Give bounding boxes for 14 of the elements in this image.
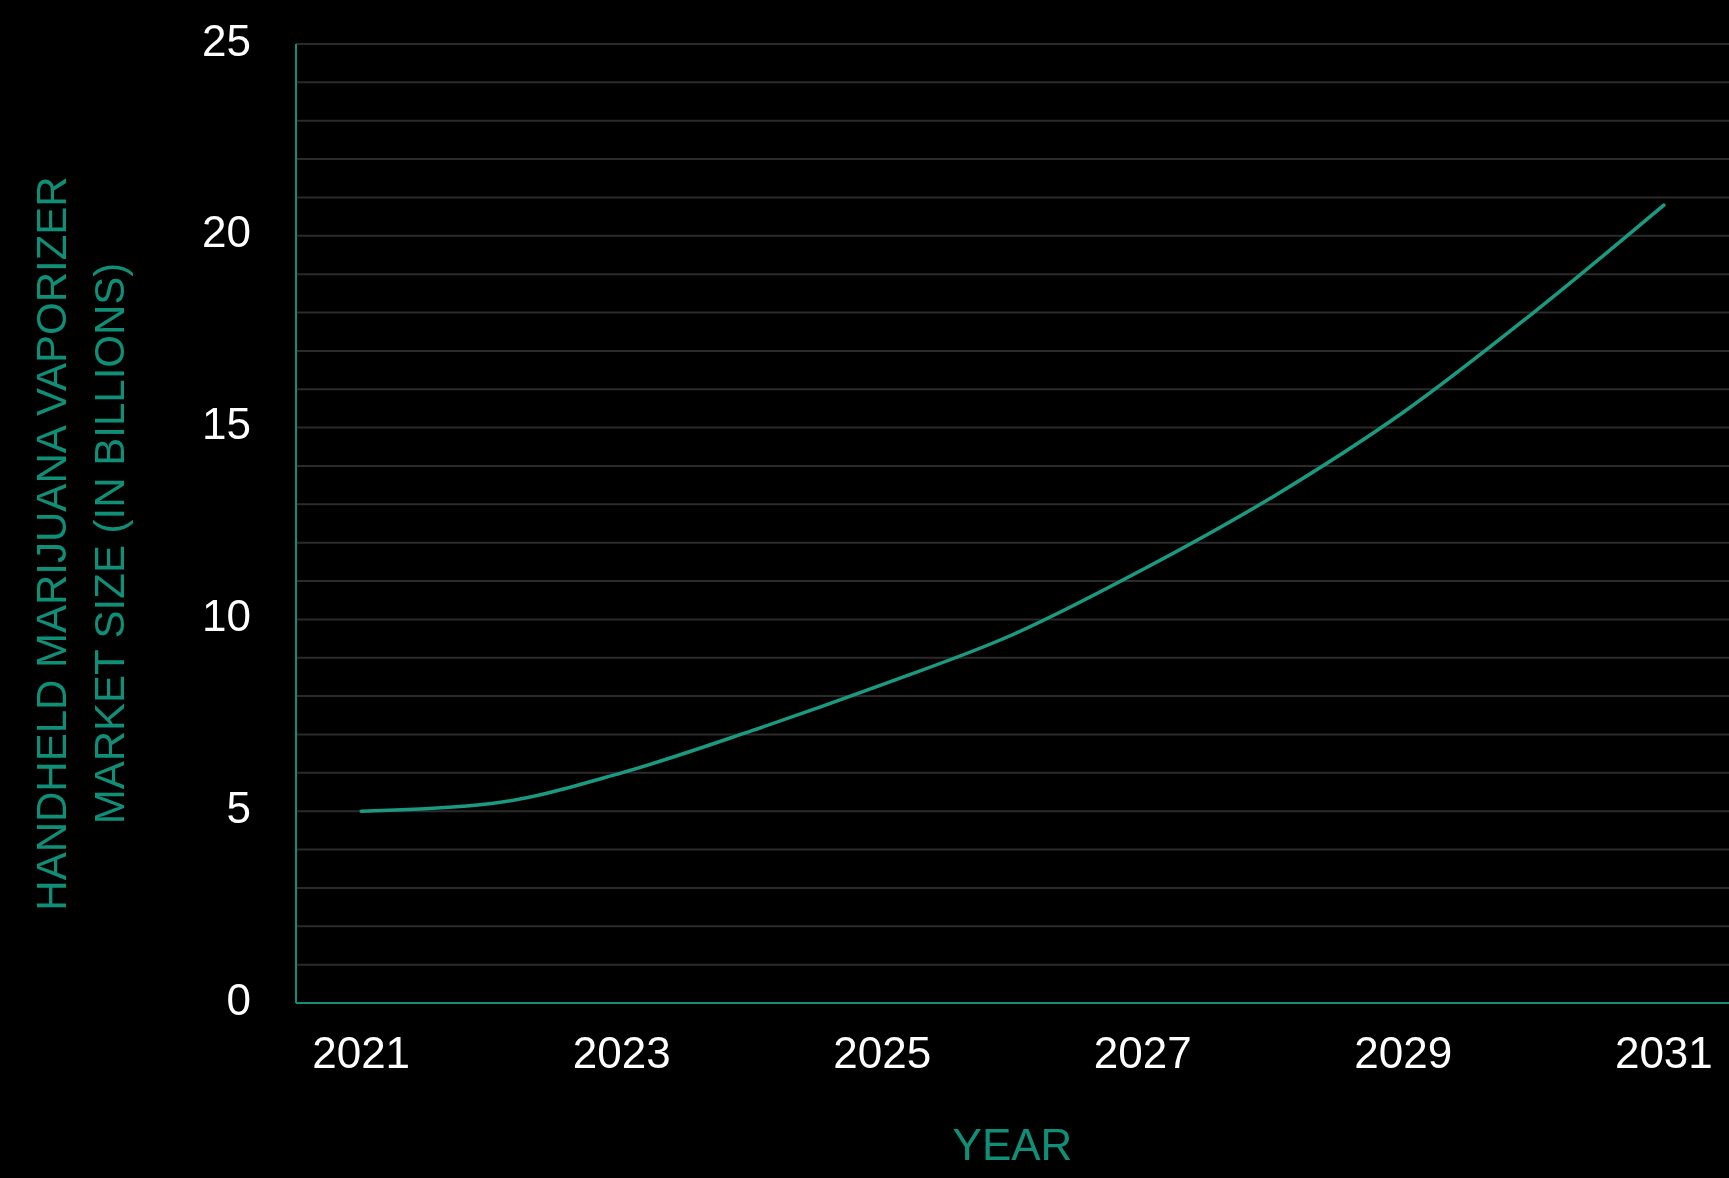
x-tick-label: 2025	[833, 1028, 932, 1077]
y-tick-label: 5	[226, 782, 251, 832]
y-tick-label: 10	[202, 591, 251, 641]
x-axis-title: YEAR	[952, 1120, 1073, 1169]
x-tick-label: 2029	[1354, 1028, 1453, 1077]
y-tick-label: 20	[202, 207, 251, 257]
y-tick-label: 0	[226, 974, 251, 1024]
y-tick-label: 25	[202, 15, 251, 65]
x-tick-label: 2027	[1093, 1028, 1192, 1077]
x-tick-label: 2031	[1614, 1028, 1713, 1077]
y-axis-title: HANDHELD MARIJUANA VAPORIZER MARKET SIZE (IN BILLIONS)	[28, 176, 133, 911]
y-tick-label: 15	[202, 399, 251, 449]
x-tick-label: 2023	[572, 1028, 671, 1077]
x-tick-label: 2021	[312, 1028, 411, 1077]
